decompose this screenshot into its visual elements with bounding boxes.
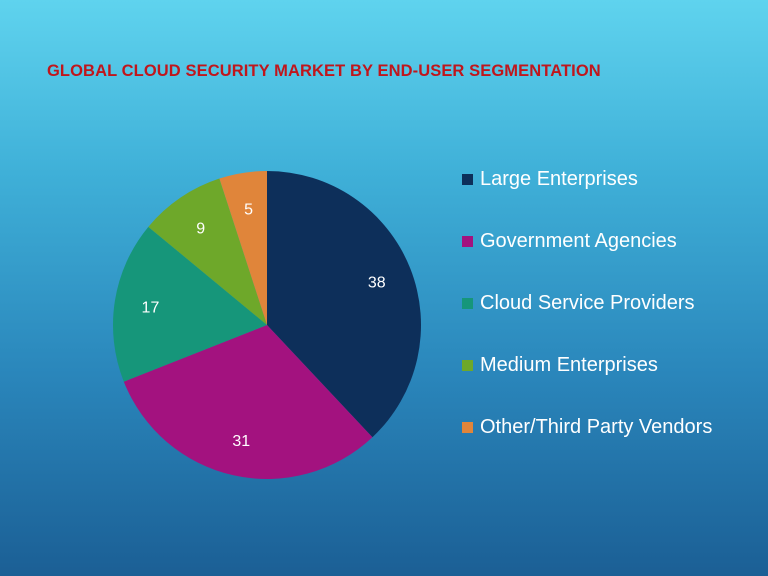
legend-label: Other/Third Party Vendors	[480, 416, 713, 438]
legend-item-other-third-party-vendors: Other/Third Party Vendors	[462, 414, 762, 440]
legend: Large Enterprises Government Agencies Cl…	[462, 166, 762, 476]
legend-swatch	[462, 422, 473, 433]
legend-item-medium-enterprises: Medium Enterprises	[462, 352, 762, 378]
pie-slice-government-agencies	[123, 325, 373, 479]
legend-swatch	[462, 174, 473, 185]
legend-label: Cloud Service Providers	[480, 292, 695, 314]
legend-item-government-agencies: Government Agencies	[462, 228, 762, 254]
data-label: 38	[368, 275, 386, 292]
legend-item-cloud-service-providers: Cloud Service Providers	[462, 290, 762, 316]
legend-label: Government Agencies	[480, 230, 677, 252]
data-label: 17	[142, 300, 160, 317]
data-label: 5	[244, 201, 253, 218]
data-label: 31	[232, 433, 250, 450]
pie-slice-other-third-party-vendors	[219, 171, 267, 325]
chart-title: GLOBAL CLOUD SECURITY MARKET BY END-USER…	[47, 62, 601, 80]
legend-label: Medium Enterprises	[480, 354, 658, 376]
data-label: 9	[196, 220, 205, 237]
legend-item-large-enterprises: Large Enterprises	[462, 166, 762, 192]
legend-swatch	[462, 360, 473, 371]
legend-swatch	[462, 298, 473, 309]
legend-label: Large Enterprises	[480, 168, 638, 190]
pie-slice-large-enterprises	[267, 171, 422, 438]
legend-swatch	[462, 236, 473, 247]
pie-slice-medium-enterprises	[148, 178, 267, 325]
pie-slice-cloud-service-providers	[113, 226, 267, 382]
